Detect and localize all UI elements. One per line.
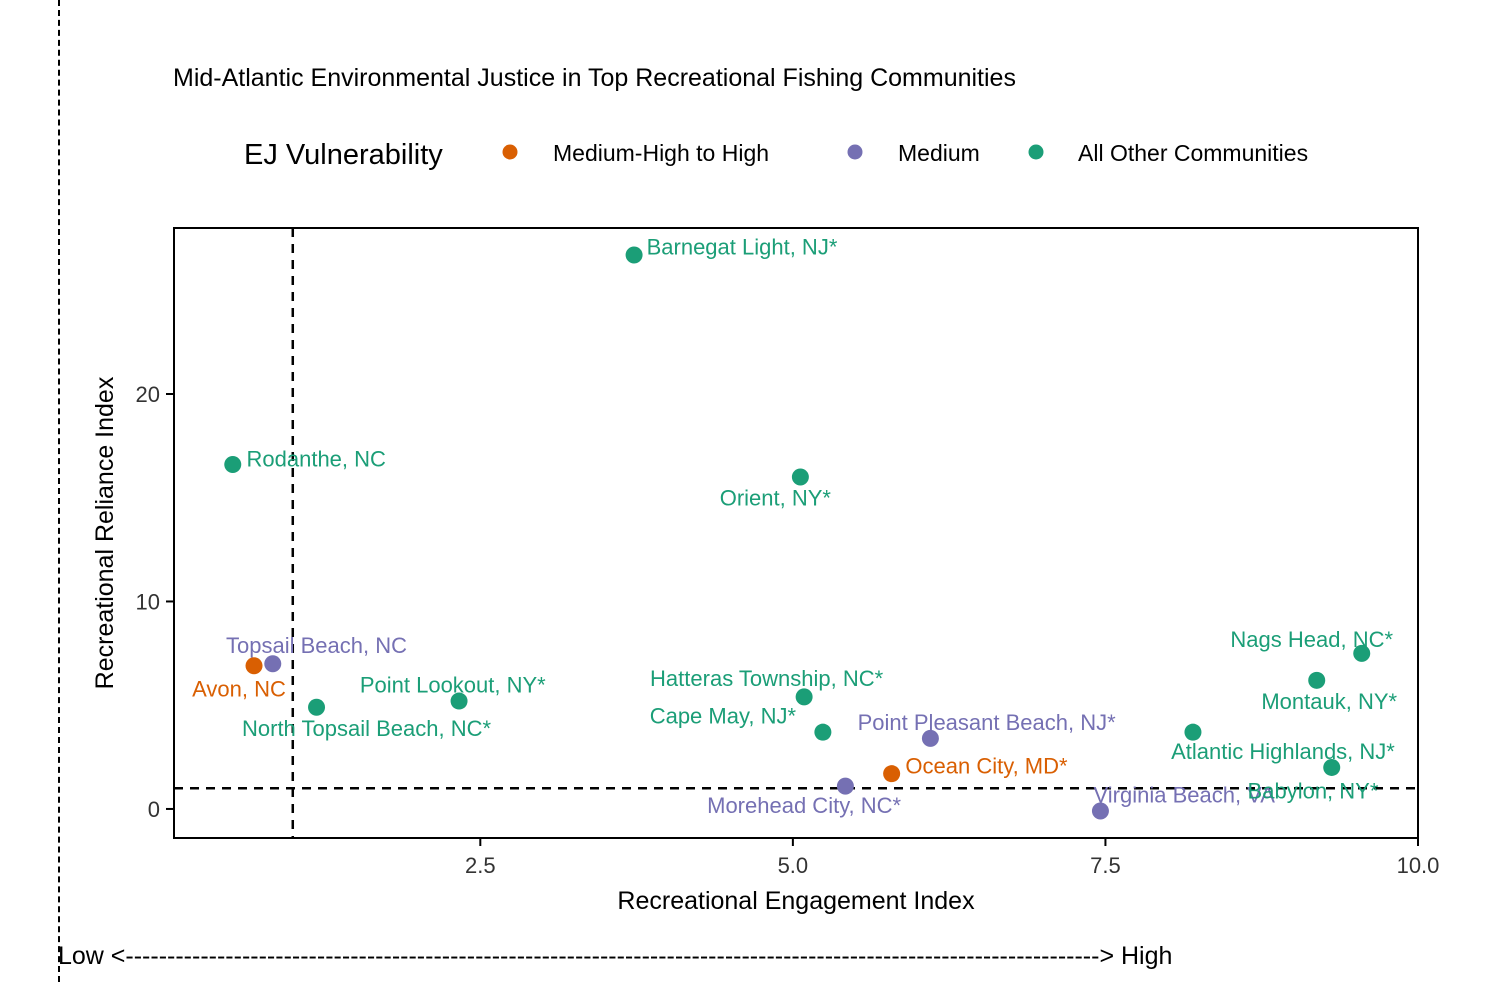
data-labels: Barnegat Light, NJ* Rodanthe, NC Orient, N… [192, 235, 1397, 818]
y-axis-label: Recreational Reliance Index [91, 376, 119, 689]
point-hatteras-township-nc [795, 688, 813, 706]
point-topsail-beach-nc [264, 655, 282, 673]
label-rodanthe-nc: Rodanthe, NC [247, 446, 387, 471]
data-points [224, 246, 1371, 820]
label-point-lookout-ny: Point Lookout, NY* [360, 672, 546, 697]
label-virginia-beach-va: Virginia Beach, VA [1093, 782, 1275, 807]
point-orient-ny [791, 468, 809, 486]
legend-label-medium-high-to-high: Medium-High to High [553, 140, 769, 166]
label-cape-may-nj: Cape May, NJ* [650, 704, 797, 729]
point-nags-head-nc [1353, 644, 1371, 662]
label-atlantic-highlands-nj: Atlantic Highlands, NJ* [1171, 739, 1395, 764]
label-north-topsail-beach-nc: North Topsail Beach, NC* [242, 716, 491, 741]
point-babylon-ny [1323, 758, 1341, 776]
y-axis: 0 10 20 [136, 382, 174, 822]
point-cape-may-nj [814, 723, 832, 741]
low-high-scale: Low <-----------------------------------… [58, 942, 1173, 970]
legend-label-all-other-communities: All Other Communities [1078, 140, 1308, 166]
x-axis-label: Recreational Engagement Index [617, 887, 975, 915]
point-point-pleasant-beach-nj [921, 729, 939, 747]
x-tick-label: 10.0 [1397, 853, 1440, 878]
point-rodanthe-nc [224, 456, 242, 474]
legend: EJ Vulnerability Medium-High to High Med… [244, 139, 1308, 171]
label-nags-head-nc: Nags Head, NC* [1230, 627, 1393, 652]
reference-lines [174, 228, 1418, 838]
plot-panel [173, 227, 1419, 839]
x-axis: 2.5 5.0 7.5 10.0 [465, 838, 1439, 878]
label-barnegat-light-nj: Barnegat Light, NJ* [647, 235, 838, 260]
point-virginia-beach-va [1091, 802, 1109, 820]
point-atlantic-highlands-nj [1184, 723, 1202, 741]
legend-title: EJ Vulnerability [244, 139, 443, 171]
label-ocean-city-md: Ocean City, MD* [905, 753, 1068, 778]
point-montauk-ny [1308, 671, 1326, 689]
label-point-pleasant-beach-nj: Point Pleasant Beach, NJ* [858, 710, 1116, 735]
point-ocean-city-md [883, 765, 901, 783]
label-babylon-ny: Babylon, NY* [1248, 778, 1379, 803]
y-tick-label: 20 [136, 382, 160, 407]
label-morehead-city-nc: Morehead City, NC* [707, 793, 901, 818]
point-barnegat-light-nj [625, 246, 643, 264]
label-hatteras-township-nc: Hatteras Township, NC* [650, 666, 884, 691]
legend-marker-medium [847, 144, 863, 160]
label-orient-ny: Orient, NY* [720, 486, 832, 511]
legend-marker-medium-high-to-high [502, 144, 518, 160]
y-tick-label: 10 [136, 589, 160, 614]
x-tick-label: 7.5 [1090, 853, 1121, 878]
label-avon-nc: Avon, NC [192, 677, 286, 702]
point-point-lookout-ny [450, 692, 468, 710]
point-avon-nc [245, 657, 263, 675]
label-montauk-ny: Montauk, NY* [1261, 689, 1397, 714]
x-tick-label: 5.0 [778, 853, 809, 878]
legend-marker-all-other-communities [1028, 144, 1044, 160]
point-north-topsail-beach-nc [308, 698, 326, 716]
point-morehead-city-nc [836, 777, 854, 795]
legend-label-medium: Medium [898, 140, 980, 166]
y-tick-label: 0 [148, 797, 160, 822]
left-guide-line [58, 0, 60, 982]
chart-title: Mid-Atlantic Environmental Justice in To… [173, 64, 1016, 92]
x-tick-label: 2.5 [465, 853, 496, 878]
label-topsail-beach-nc: Topsail Beach, NC [226, 633, 407, 658]
